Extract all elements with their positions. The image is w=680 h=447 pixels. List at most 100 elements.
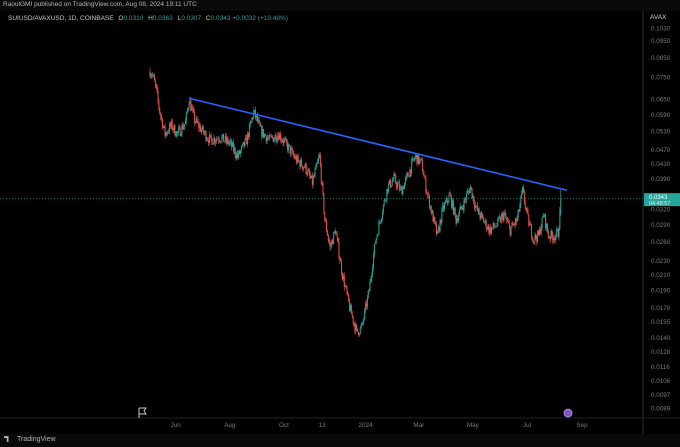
candle-body[interactable] (436, 230, 438, 234)
candle-body[interactable] (480, 212, 482, 219)
candle-body[interactable] (408, 176, 410, 178)
candle-body[interactable] (180, 134, 182, 136)
candle-body[interactable] (271, 136, 273, 137)
candle-body[interactable] (505, 213, 507, 218)
candle-body[interactable] (324, 212, 326, 221)
candle-body[interactable] (534, 234, 536, 242)
candle-body[interactable] (213, 137, 215, 144)
trendline-layer[interactable] (0, 97, 643, 199)
candle-body[interactable] (192, 107, 194, 109)
candle-body[interactable] (365, 303, 367, 307)
candle-body[interactable] (519, 204, 521, 212)
candle-body[interactable] (548, 237, 550, 239)
candle-body[interactable] (355, 324, 357, 332)
candle-body[interactable] (160, 113, 162, 117)
candle-body[interactable] (497, 218, 499, 226)
candle-body[interactable] (307, 170, 309, 175)
candle-body[interactable] (254, 109, 256, 111)
candle-body[interactable] (221, 137, 223, 142)
candle-body[interactable] (381, 218, 383, 222)
candle-body[interactable] (492, 223, 494, 228)
candle-body[interactable] (383, 199, 385, 206)
candle-body[interactable] (242, 142, 244, 145)
candle-body[interactable] (380, 221, 382, 223)
candle-body[interactable] (259, 121, 261, 127)
candle-body[interactable] (239, 150, 241, 154)
candle-body[interactable] (540, 227, 542, 234)
candle-body[interactable] (249, 123, 251, 125)
candle-body[interactable] (449, 193, 451, 196)
candle-body[interactable] (319, 154, 321, 166)
candle-body[interactable] (374, 243, 376, 245)
candle-body[interactable] (268, 138, 270, 139)
candle-body[interactable] (450, 193, 452, 197)
candle-body[interactable] (196, 118, 198, 123)
candle-body[interactable] (559, 210, 561, 230)
candle-body[interactable] (302, 165, 304, 169)
candle-body[interactable] (538, 228, 540, 235)
candle-body[interactable] (438, 227, 440, 232)
candle-body[interactable] (184, 123, 186, 127)
candle-body[interactable] (554, 235, 556, 241)
candle-body[interactable] (169, 123, 171, 133)
candle-body[interactable] (366, 297, 368, 307)
candle-body[interactable] (271, 136, 273, 138)
candle-body[interactable] (287, 142, 288, 151)
candle-body[interactable] (400, 187, 402, 189)
candle-body[interactable] (539, 228, 541, 234)
candle-body[interactable] (217, 138, 219, 141)
candle-body[interactable] (183, 126, 185, 130)
candle-body[interactable] (491, 227, 493, 234)
candle-body[interactable] (327, 235, 329, 240)
candle-body[interactable] (535, 234, 537, 239)
candle-body[interactable] (169, 123, 171, 127)
candle-body[interactable] (294, 156, 296, 159)
candle-body[interactable] (507, 221, 509, 223)
candle-body[interactable] (201, 126, 203, 130)
candle-body[interactable] (364, 309, 366, 319)
candle-body[interactable] (193, 111, 195, 123)
candle-body[interactable] (498, 218, 500, 219)
candle-body[interactable] (372, 267, 374, 275)
candle-body[interactable] (330, 245, 332, 247)
candle-body[interactable] (422, 171, 424, 176)
candle-body[interactable] (531, 237, 533, 241)
candle-body[interactable] (178, 127, 180, 129)
candle-body[interactable] (357, 328, 359, 332)
candle-body[interactable] (338, 242, 340, 258)
candle-body[interactable] (215, 141, 217, 143)
candle-body[interactable] (295, 156, 297, 163)
candle-body[interactable] (275, 134, 277, 142)
candle-body[interactable] (258, 119, 260, 122)
candle-body[interactable] (232, 142, 233, 147)
candle-body[interactable] (499, 217, 501, 219)
candle-body[interactable] (395, 175, 397, 184)
candle-body[interactable] (279, 133, 281, 141)
candle-body[interactable] (472, 195, 474, 198)
candle-body[interactable] (354, 323, 356, 332)
candle-body[interactable] (179, 127, 181, 136)
candle-body[interactable] (342, 275, 344, 280)
candle-body[interactable] (482, 214, 484, 218)
candle-body[interactable] (520, 196, 522, 205)
candle-body[interactable] (382, 205, 384, 213)
candle-body[interactable] (265, 135, 267, 142)
candle-body[interactable] (473, 195, 475, 203)
candle-body[interactable] (261, 126, 263, 137)
candle-body[interactable] (345, 285, 347, 287)
candle-body[interactable] (401, 188, 403, 195)
candle-body[interactable] (508, 222, 510, 226)
candle-body[interactable] (175, 134, 177, 137)
candle-body[interactable] (514, 218, 516, 225)
candle-body[interactable] (238, 150, 240, 158)
candle-body[interactable] (443, 205, 445, 210)
candle-body[interactable] (218, 140, 220, 141)
candle-body[interactable] (252, 117, 254, 119)
candle-body[interactable] (246, 137, 248, 145)
candle-body[interactable] (448, 195, 450, 203)
candle-body[interactable] (189, 100, 191, 105)
candle-body[interactable] (557, 229, 559, 238)
candle-body[interactable] (414, 155, 416, 160)
candle-body[interactable] (256, 115, 258, 122)
